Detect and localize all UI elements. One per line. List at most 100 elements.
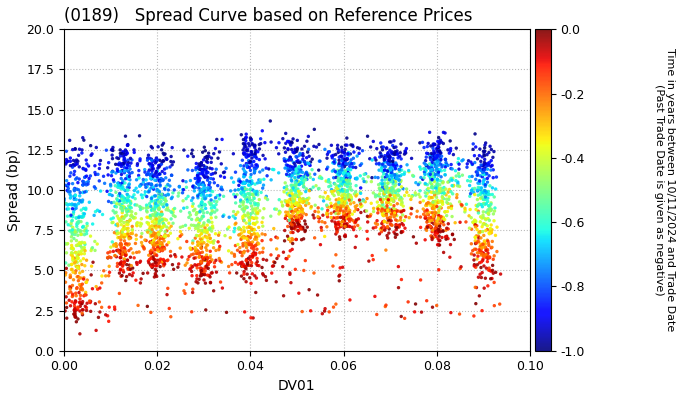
Point	[146, 215, 156, 222]
Point	[473, 172, 483, 178]
Point	[241, 195, 252, 201]
Point	[479, 187, 490, 194]
Point	[90, 162, 101, 169]
Point	[373, 174, 384, 181]
Point	[486, 206, 496, 212]
Point	[427, 159, 438, 166]
Point	[313, 209, 324, 215]
Point	[276, 199, 287, 205]
Point	[251, 275, 262, 281]
Point	[177, 254, 188, 260]
Point	[250, 211, 261, 217]
Point	[116, 198, 126, 204]
Point	[298, 183, 309, 190]
Point	[383, 193, 394, 200]
Point	[200, 195, 211, 201]
Point	[286, 156, 296, 163]
Point	[379, 163, 390, 169]
Point	[150, 213, 161, 219]
Point	[387, 186, 398, 192]
Point	[428, 214, 439, 220]
Point	[431, 302, 442, 309]
Point	[333, 149, 343, 156]
Point	[196, 159, 207, 166]
Point	[67, 269, 78, 275]
Point	[58, 196, 69, 202]
Point	[424, 200, 435, 206]
Point	[69, 235, 80, 242]
Point	[199, 166, 209, 173]
Point	[481, 170, 492, 177]
Point	[163, 181, 173, 188]
Point	[73, 263, 84, 270]
Point	[479, 263, 490, 269]
Point	[397, 228, 408, 235]
Point	[423, 185, 434, 192]
Point	[56, 165, 67, 172]
Point	[341, 215, 352, 221]
Point	[345, 157, 356, 163]
Point	[73, 251, 84, 258]
Point	[373, 206, 384, 213]
Point	[136, 239, 147, 246]
Point	[194, 250, 205, 256]
Point	[150, 203, 161, 209]
Point	[298, 198, 309, 205]
Point	[161, 202, 172, 208]
Point	[474, 293, 485, 299]
Point	[409, 309, 420, 315]
Point	[333, 186, 343, 192]
Point	[107, 147, 118, 154]
Point	[333, 200, 343, 207]
Point	[78, 256, 89, 262]
Point	[468, 146, 479, 152]
Point	[428, 170, 439, 177]
Point	[419, 174, 430, 181]
Point	[190, 235, 201, 241]
Point	[206, 270, 217, 276]
Point	[475, 264, 486, 271]
Point	[250, 221, 260, 228]
Point	[245, 171, 256, 178]
Point	[334, 160, 345, 166]
Point	[175, 233, 186, 240]
Point	[350, 219, 361, 225]
Point	[256, 238, 267, 244]
Point	[198, 255, 209, 262]
Point	[339, 200, 350, 206]
Point	[122, 184, 133, 190]
Point	[63, 158, 73, 164]
Point	[165, 158, 176, 165]
Point	[472, 170, 483, 176]
Point	[376, 225, 387, 231]
Point	[422, 211, 432, 217]
Point	[435, 223, 445, 229]
Point	[474, 260, 485, 266]
Point	[78, 166, 89, 172]
Point	[143, 170, 154, 177]
Point	[119, 238, 130, 244]
Point	[77, 147, 88, 153]
Point	[211, 214, 222, 220]
Point	[374, 231, 385, 237]
Point	[447, 213, 458, 220]
Point	[289, 160, 300, 167]
Point	[150, 236, 160, 242]
Point	[177, 190, 188, 196]
Point	[341, 157, 352, 163]
Point	[240, 180, 251, 186]
Point	[112, 228, 122, 234]
Point	[240, 140, 251, 147]
Point	[70, 201, 81, 208]
Point	[303, 160, 314, 167]
Point	[483, 172, 494, 179]
Point	[85, 142, 96, 149]
Point	[251, 236, 262, 242]
Point	[301, 200, 312, 206]
Point	[152, 210, 163, 216]
Point	[372, 221, 383, 228]
Point	[140, 189, 151, 195]
Point	[453, 156, 464, 162]
Point	[228, 228, 239, 235]
Point	[120, 246, 131, 252]
